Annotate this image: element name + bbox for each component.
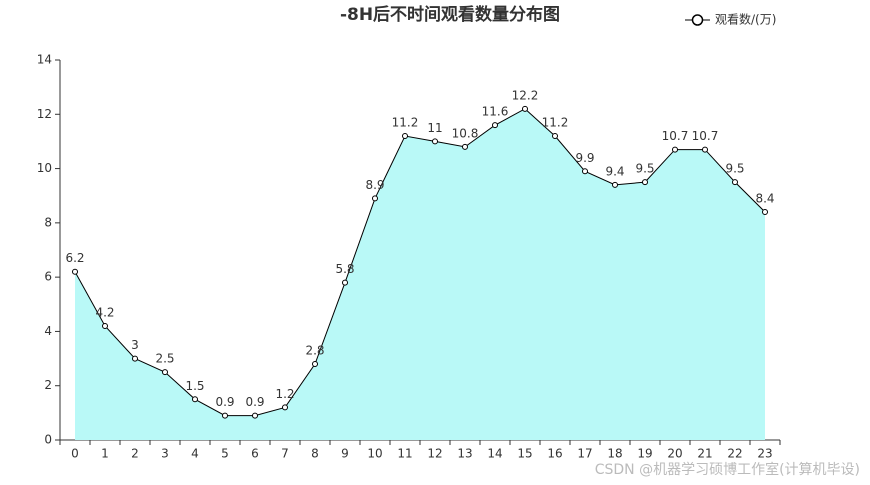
point [162,369,168,376]
x-tick-label: 15 [517,447,532,461]
x-tick-label: 3 [161,447,169,461]
data-label: 10.8 [452,126,479,140]
point [102,323,108,329]
point [762,209,768,215]
point [672,146,678,153]
area [75,108,765,440]
x-tick-label: 13 [457,447,472,461]
point [282,404,288,411]
point [612,181,618,188]
y-tick-label: 0 [44,433,52,447]
y-tick-label: 2 [44,378,52,392]
x-tick-label: 5 [221,447,229,461]
x-tick-label: 14 [487,447,502,461]
point [702,146,708,153]
x-tick-label: 1 [101,447,109,461]
x-tick-label: 2 [131,447,139,461]
y-tick-label: 6 [44,270,52,284]
x-tick-label: 12 [427,447,442,461]
data-label: 0.9 [215,395,234,409]
data-label: 11.2 [392,116,419,130]
data-label: 5.8 [335,262,354,276]
data-label: 3 [131,338,139,352]
data-label: 8.4 [755,192,774,206]
point [72,268,78,275]
point [582,168,588,175]
x-tick-label: 18 [607,447,622,461]
data-label: 2.8 [305,344,324,358]
x-tick-label: 8 [311,447,319,461]
x-tick-label: 7 [281,447,289,461]
y-tick-label: 8 [44,215,52,229]
x-tick-label: 17 [577,447,592,461]
point [432,138,438,145]
point [642,179,648,186]
x-tick-label: 4 [191,447,199,461]
point [312,361,318,367]
y-tick-label: 10 [37,161,52,175]
x-tick-label: 6 [251,447,259,461]
x-tick-label: 23 [757,447,772,461]
x-tick-label: 21 [697,447,712,461]
data-label: 1.2 [275,387,294,401]
data-label: 9.4 [605,164,624,178]
y-tick-label: 4 [44,324,52,338]
point [372,195,378,202]
point [192,396,198,403]
watermark: CSDN @机器学习硕博工作室(计算机毕设) [595,461,860,478]
point [402,133,408,139]
line [74,108,766,417]
x-tick-label: 9 [341,447,349,461]
point [342,279,348,286]
data-label: 8.9 [365,178,384,192]
x-tick-label: 0 [71,447,79,461]
data-label: 6.2 [65,251,84,265]
point [462,143,468,150]
x-tick-label: 20 [667,447,682,461]
data-label: 10.7 [662,129,689,143]
point [492,122,498,129]
y-tick-label: 12 [37,107,52,121]
x-tick-label: 10 [367,447,382,461]
point [552,133,558,139]
x-tick-label: 22 [727,447,742,461]
data-label: 12.2 [512,88,539,102]
data-label: 11.2 [542,116,569,130]
legend-marker [691,14,704,26]
data-label: 11 [427,121,442,135]
x-tick-label: 19 [637,447,652,461]
data-label: 11.6 [482,105,509,119]
chart-title: -8H后不时间观看数量分布图 [340,4,560,25]
legend-label: 观看数/(万) [715,12,776,27]
data-label: 1.5 [185,379,204,393]
y-tick-label: 14 [37,53,52,67]
point [222,412,228,419]
data-label: 9.9 [575,151,594,165]
point [132,355,138,362]
data-label: 10.7 [692,129,719,143]
point [732,179,738,186]
data-label: 9.5 [635,162,654,176]
data-label: 0.9 [245,395,264,409]
data-label: 4.2 [95,306,114,320]
x-tick-label: 16 [547,447,562,461]
point [522,105,528,112]
point [252,412,258,419]
data-label: 2.5 [155,352,174,366]
x-tick-label: 11 [397,447,412,461]
data-label: 9.5 [725,162,744,176]
